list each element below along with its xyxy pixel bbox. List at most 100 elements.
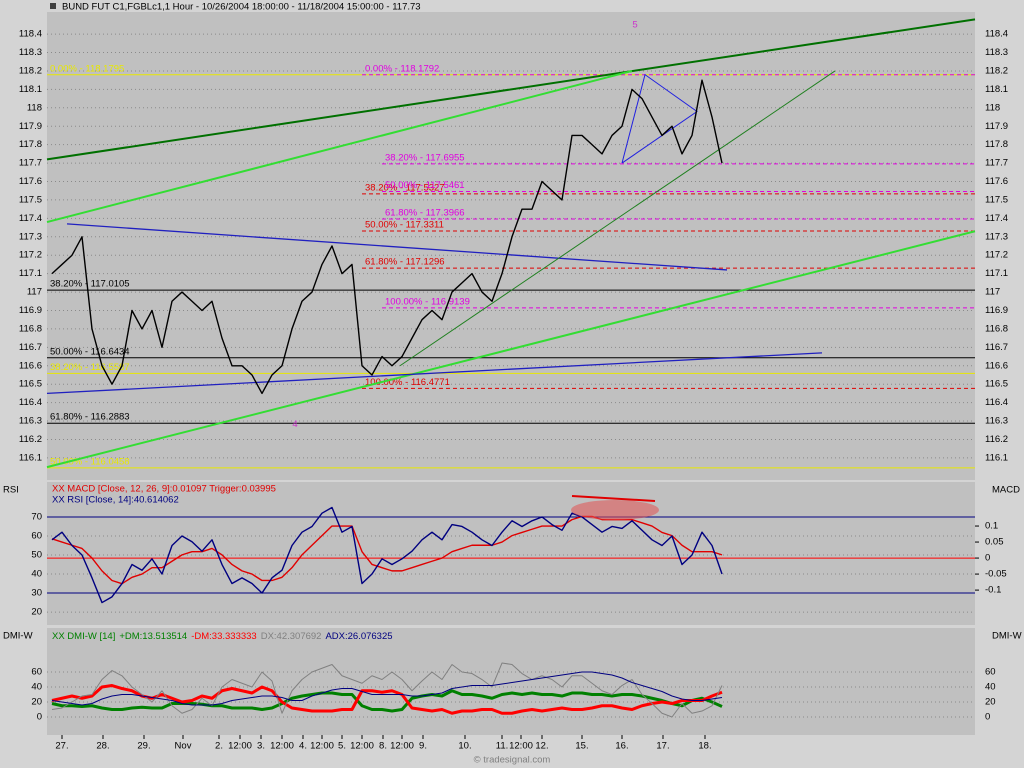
y2-tick-label: 0.1 bbox=[985, 521, 998, 532]
x-tick-label: 12:00 bbox=[509, 741, 533, 752]
y-tick-label: 50 bbox=[31, 550, 42, 561]
legend-entry: -DM:33.333333 bbox=[191, 631, 256, 642]
level-label: 38.20% - 117.6955 bbox=[385, 152, 465, 163]
legend-title: XX DMI-W [14] bbox=[52, 631, 115, 642]
level-label: 50.00% - 116.0458 bbox=[50, 456, 130, 467]
y-axis-label: DMI-W bbox=[3, 631, 33, 642]
legend-entry: DX:42.307692 bbox=[261, 631, 322, 642]
y-tick-label: 116.8 bbox=[19, 323, 42, 334]
trend-line bbox=[46, 230, 976, 469]
level-label: 38.20% - 117.5327 bbox=[365, 182, 445, 193]
x-tick-label: Nov bbox=[175, 741, 192, 752]
y-tick-label: 60 bbox=[31, 531, 42, 542]
y-tick-label-right: 116.8 bbox=[985, 323, 1008, 334]
y-tick-label-right: 116.7 bbox=[985, 342, 1008, 353]
y-tick-label-right: 116.2 bbox=[985, 434, 1008, 445]
y-tick-label-right: 118.4 bbox=[985, 29, 1008, 40]
legend-entry: XX MACD [Close, 12, 26, 9]:0.01097 Trigg… bbox=[52, 484, 276, 495]
trend-line bbox=[46, 352, 823, 395]
y-tick-label: 117.8 bbox=[19, 139, 42, 150]
y-tick-label: 117 bbox=[27, 287, 42, 298]
y2-tick-label: 0 bbox=[985, 553, 990, 564]
legend: XX DMI-W [14] +DM:13.513514 -DM:33.333333 D… bbox=[52, 631, 393, 642]
y-tick-label: 116.1 bbox=[19, 452, 42, 463]
y-tick-label-right: 117.8 bbox=[985, 139, 1008, 150]
x-tick-label: 28. bbox=[96, 741, 109, 752]
y-tick-label: 118.2 bbox=[19, 65, 42, 76]
y-tick-label-right: 116.5 bbox=[985, 379, 1008, 390]
chart-layer: 116.1 116.1 116.2 116.2 116.3 116.3 116.4 116.4… bbox=[3, 12, 1022, 752]
level-label: 0.00% - 118.1795 bbox=[50, 63, 124, 74]
level-label: 50.00% - 116.6434 bbox=[50, 346, 130, 357]
level-label: 50.00% - 117.5461 bbox=[385, 180, 465, 191]
y-tick-label-right: 60 bbox=[985, 667, 996, 678]
y-tick-label: 30 bbox=[31, 588, 42, 599]
y-tick-label-right: 117.3 bbox=[985, 231, 1008, 242]
level-label: 50.00% - 117.3311 bbox=[365, 220, 444, 231]
level-label: 61.80% - 116.2883 bbox=[50, 412, 130, 423]
series-line bbox=[51, 671, 723, 706]
y-tick-label: 118.3 bbox=[19, 47, 42, 58]
plot-area bbox=[47, 12, 975, 480]
x-tick-label: 12:00 bbox=[270, 741, 294, 752]
level-label: 100.00% - 116.4771 bbox=[365, 377, 450, 388]
x-tick-label: 18. bbox=[698, 741, 711, 752]
legend-entry: XX RSI [Close, 14]:40.614062 bbox=[52, 495, 179, 506]
series-line bbox=[51, 662, 723, 718]
y2-tick-label: 0.05 bbox=[985, 537, 1004, 548]
y-tick-label: 40 bbox=[31, 569, 42, 580]
y-tick-label: 20 bbox=[31, 697, 42, 708]
x-tick-label: 16. bbox=[615, 741, 628, 752]
y-tick-label: 20 bbox=[31, 607, 42, 618]
y-axis-label-right: MACD bbox=[992, 485, 1020, 496]
trend-line bbox=[46, 18, 976, 161]
level-label: 38.20% - 116.5587 bbox=[50, 362, 130, 373]
level-label: 61.80% - 117.1296 bbox=[365, 257, 445, 268]
x-tick-label: 4. bbox=[299, 741, 307, 752]
x-tick-label: 27. bbox=[55, 741, 68, 752]
y-tick-label: 118.1 bbox=[19, 84, 42, 95]
series-line bbox=[51, 684, 723, 715]
y-tick-label-right: 117.1 bbox=[985, 268, 1008, 279]
y-tick-label: 117.2 bbox=[19, 250, 42, 261]
y-tick-label: 116.9 bbox=[19, 305, 42, 316]
x-tick-label: 8. bbox=[379, 741, 387, 752]
y-tick-label-right: 116.1 bbox=[985, 452, 1008, 463]
chart-title: BUND FUT C1,FGBLc1,1 Hour - 10/26/2004 1… bbox=[62, 2, 421, 13]
y-tick-label: 118 bbox=[27, 102, 42, 113]
y-tick-label: 117.9 bbox=[19, 121, 42, 132]
header-icon bbox=[50, 3, 56, 9]
y-tick-label-right: 117.5 bbox=[985, 194, 1008, 205]
plot-area bbox=[47, 482, 975, 625]
level-label: 61.80% - 117.3966 bbox=[385, 208, 465, 219]
divergence-line bbox=[571, 495, 656, 502]
highlight-ellipse bbox=[571, 500, 659, 520]
x-tick-label: 12:00 bbox=[350, 741, 374, 752]
x-tick-label: 11. bbox=[496, 741, 509, 752]
y-tick-label-right: 117.2 bbox=[985, 250, 1008, 261]
x-tick-label: 10. bbox=[458, 741, 471, 752]
trend-line bbox=[399, 70, 836, 367]
level-label: 38.20% - 117.0105 bbox=[50, 279, 130, 290]
y-tick-label: 118.4 bbox=[19, 29, 42, 40]
y-tick-label: 0 bbox=[37, 712, 42, 723]
y-tick-label-right: 117 bbox=[985, 287, 1000, 298]
x-tick-label: 12:00 bbox=[310, 741, 334, 752]
y-axis-label: RSI bbox=[3, 485, 19, 496]
y-tick-label-right: 20 bbox=[985, 697, 996, 708]
y-axis-label-right: DMI-W bbox=[992, 631, 1022, 642]
y-tick-label-right: 116.6 bbox=[985, 360, 1008, 371]
footer: © tradesignal.com bbox=[474, 755, 551, 766]
legend-entry: +DM:13.513514 bbox=[119, 631, 187, 642]
x-tick-label: 9. bbox=[419, 741, 427, 752]
y-tick-label-right: 117.4 bbox=[985, 213, 1008, 224]
y-tick-label-right: 40 bbox=[985, 682, 996, 693]
y-tick-label: 117.4 bbox=[19, 213, 42, 224]
x-tick-label: 5. bbox=[338, 741, 346, 752]
y-tick-label: 117.7 bbox=[19, 158, 42, 169]
y2-tick-label: -0.05 bbox=[985, 569, 1007, 580]
y-tick-label: 117.3 bbox=[19, 231, 42, 242]
y-tick-label-right: 116.9 bbox=[985, 305, 1008, 316]
y-tick-label: 116.3 bbox=[19, 416, 42, 427]
